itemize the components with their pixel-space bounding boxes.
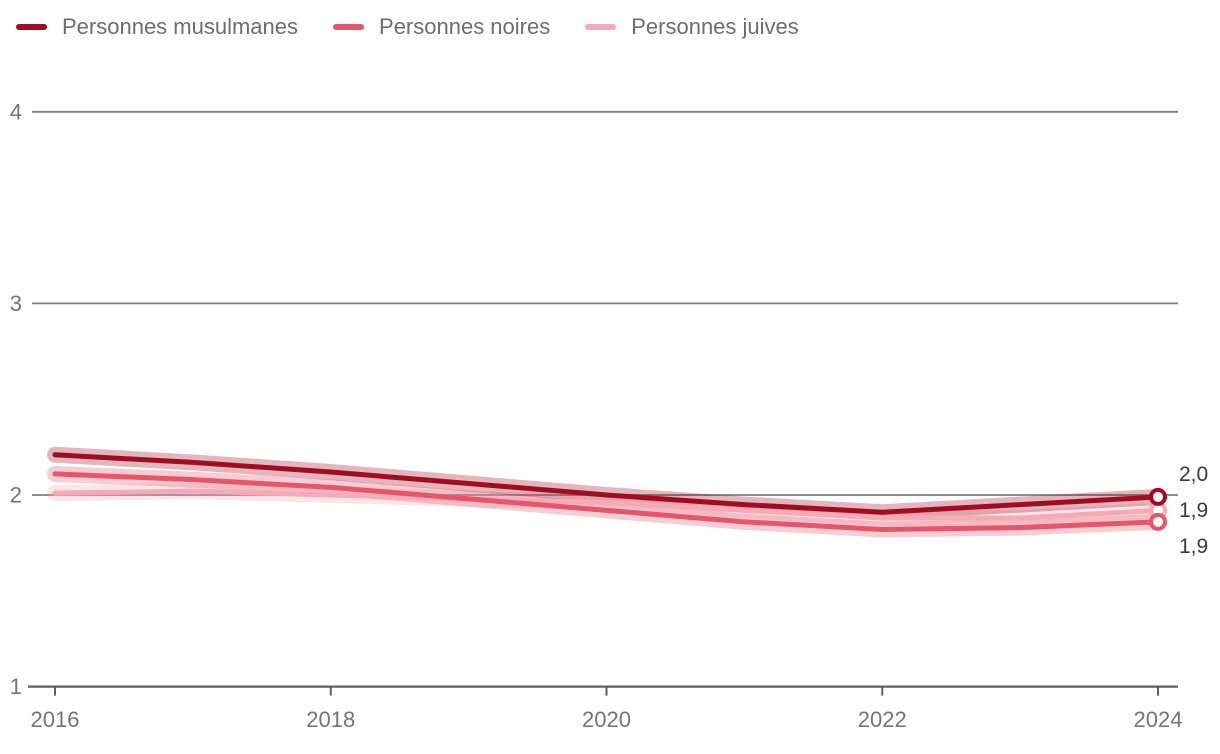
x-tick-label: 2016 (31, 707, 80, 732)
legend-swatch-icon (333, 24, 365, 30)
series-line (52, 471, 1161, 532)
legend-label: Personnes juives (631, 14, 799, 39)
end-value-label: 2,0 (1179, 463, 1208, 486)
x-tick-label: 2022 (858, 707, 907, 732)
legend-item: Personnes noires (333, 16, 550, 38)
x-tick-label: 2024 (1134, 707, 1183, 732)
series-line (52, 488, 1161, 521)
series-line (52, 452, 1161, 515)
end-value-label: 1,9 (1179, 499, 1208, 522)
legend-swatch-icon (585, 24, 617, 30)
end-marker (1149, 487, 1167, 506)
legend-label: Personnes musulmanes (62, 14, 299, 39)
legend-item: Personnes juives (585, 16, 799, 38)
y-tick-label: 3 (10, 291, 22, 316)
x-tick-label: 2018 (306, 707, 355, 732)
y-tick-label: 4 (10, 99, 22, 124)
y-tick-label: 1 (10, 674, 22, 699)
x-tick-label: 2020 (582, 707, 631, 732)
legend-label: Personnes noires (379, 14, 551, 39)
legend-item: Personnes musulmanes (16, 16, 298, 38)
legend: Personnes musulmanes Personnes noires Pers… (16, 16, 799, 38)
y-tick-label: 2 (10, 483, 22, 508)
legend-swatch-icon (16, 24, 47, 30)
end-value-label: 1,9 (1179, 535, 1208, 558)
end-marker (1149, 512, 1167, 531)
